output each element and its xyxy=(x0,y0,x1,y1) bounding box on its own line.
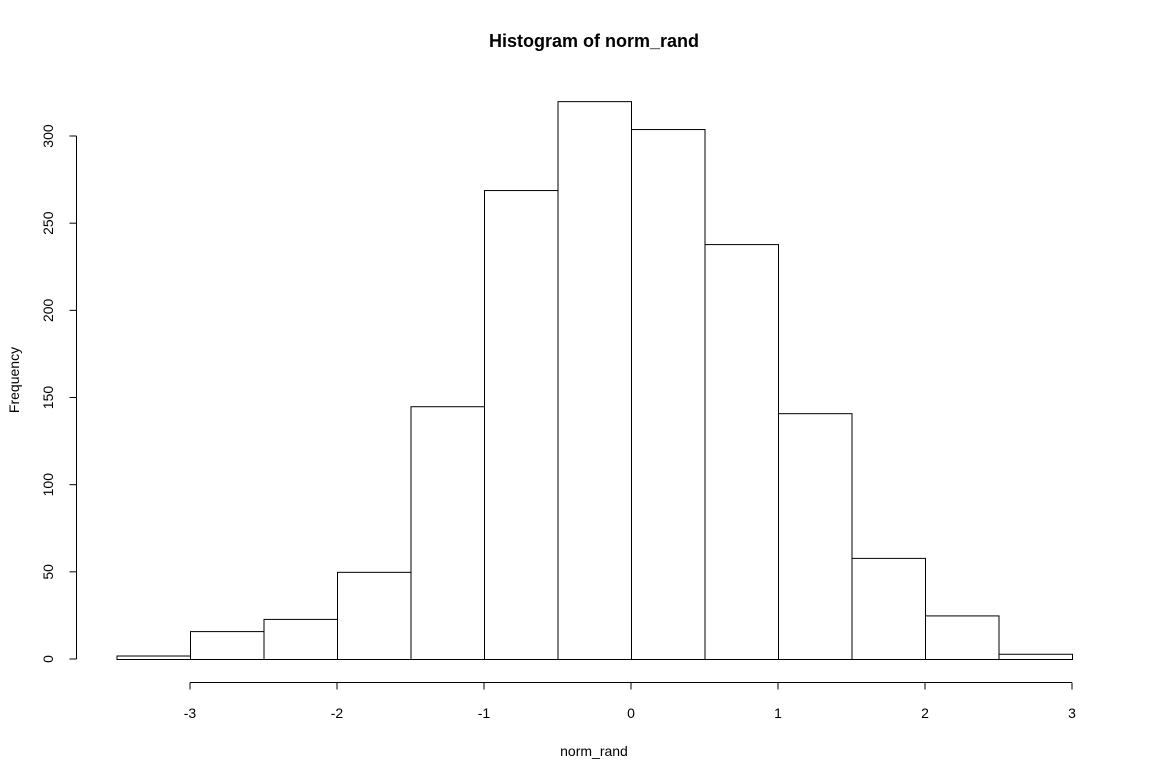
histogram-bar-8 xyxy=(704,244,779,660)
y-tick-label: 150 xyxy=(40,386,56,410)
histogram-bar-12 xyxy=(998,653,1073,660)
chart-title: Histogram of norm_rand xyxy=(489,31,699,51)
y-tick-label: 50 xyxy=(40,564,56,580)
histogram-bar-11 xyxy=(925,615,1000,660)
y-tick-label: 250 xyxy=(40,211,56,235)
histogram-bar-10 xyxy=(851,557,926,661)
y-tick-label: 200 xyxy=(40,298,56,322)
histogram-bar-2 xyxy=(263,618,338,661)
histogram-bar-0 xyxy=(116,655,191,661)
y-axis: 0 50 100 150 200 250 300 xyxy=(40,124,77,663)
histogram-bar-6 xyxy=(557,101,632,661)
x-tick-label: 1 xyxy=(774,705,782,721)
histogram-bar-7 xyxy=(631,129,706,660)
x-tick-label: 3 xyxy=(1068,705,1076,721)
x-tick-label: -3 xyxy=(184,705,197,721)
histogram-bar-9 xyxy=(778,413,853,660)
x-tick-label: 2 xyxy=(921,705,929,721)
x-axis-label: norm_rand xyxy=(560,743,628,759)
histogram-bar-4 xyxy=(410,406,485,660)
x-axis: -3 -2 -1 0 1 2 3 xyxy=(184,682,1076,721)
histogram-bar-1 xyxy=(190,631,265,660)
y-tick-label: 100 xyxy=(40,473,56,497)
histogram-bar-3 xyxy=(337,571,412,661)
bars-group xyxy=(116,101,1073,661)
x-tick-label: -1 xyxy=(478,705,491,721)
y-tick-label: 0 xyxy=(40,655,56,663)
y-axis-label: Frequency xyxy=(6,347,22,413)
x-tick-label: -2 xyxy=(331,705,344,721)
histogram-bar-5 xyxy=(484,190,559,660)
x-tick-label: 0 xyxy=(627,705,635,721)
y-tick-label: 300 xyxy=(40,124,56,148)
